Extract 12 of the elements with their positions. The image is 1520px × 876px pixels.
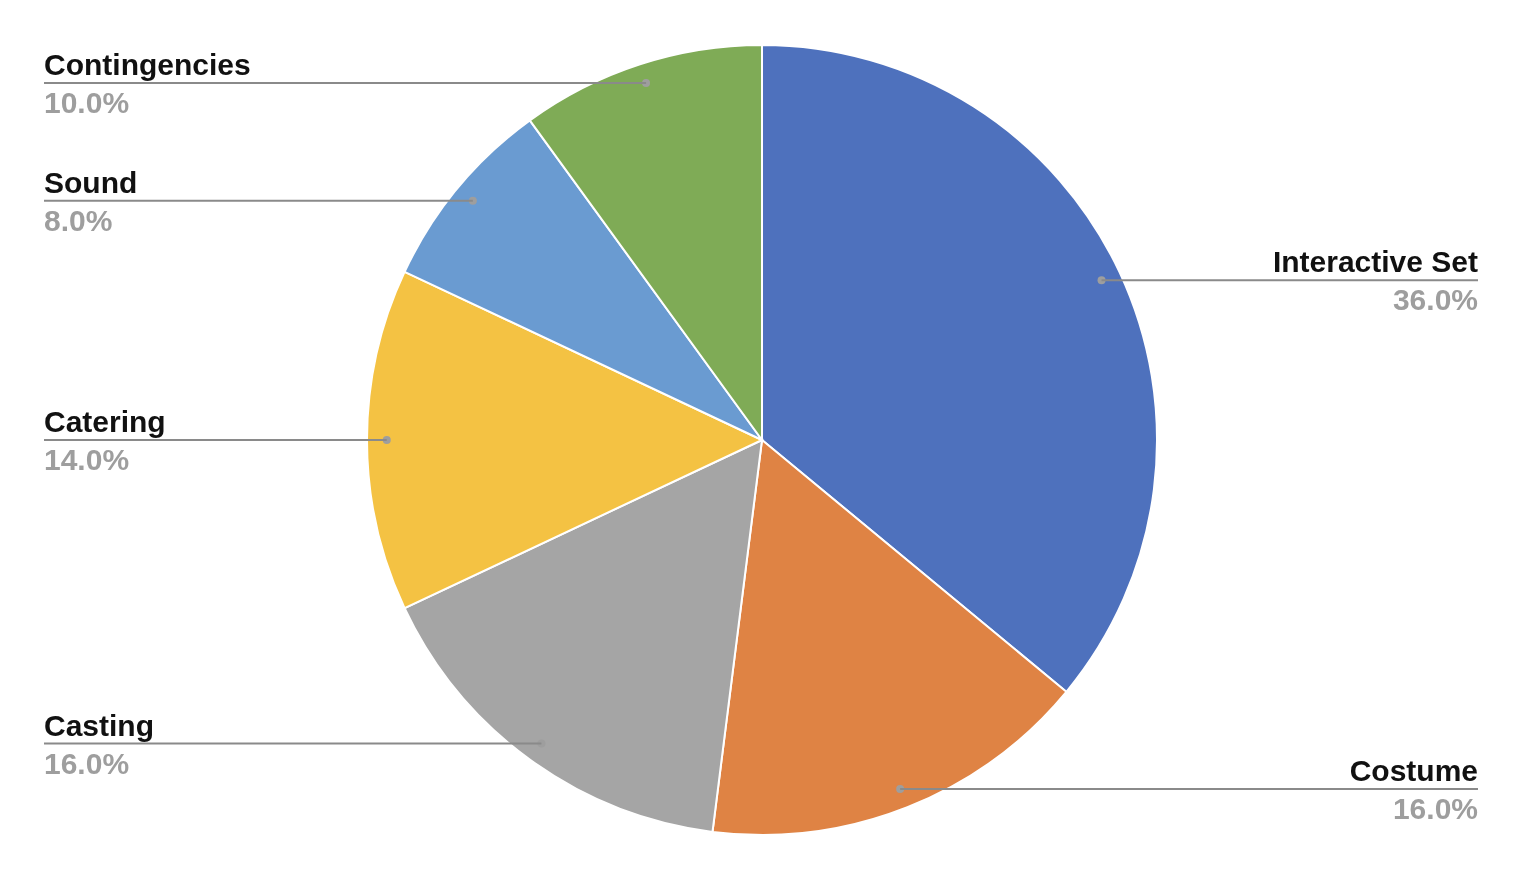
data-label: 14.0% [44, 443, 130, 476]
data-label: 16.0% [44, 746, 130, 780]
data-label: 8.0% [44, 203, 113, 237]
slice-label: Casting [44, 708, 155, 742]
data-label: 16.0% [1392, 791, 1478, 825]
slice-label: Interactive Set [1272, 245, 1479, 279]
data-label: 36.0% [1392, 283, 1478, 317]
slice-label: Contingencies [44, 48, 251, 82]
slice-label: Sound [44, 165, 138, 199]
slice-label: Costume [1349, 753, 1478, 787]
data-label: 10.0% [44, 86, 130, 120]
slice-label: Catering [44, 405, 166, 438]
